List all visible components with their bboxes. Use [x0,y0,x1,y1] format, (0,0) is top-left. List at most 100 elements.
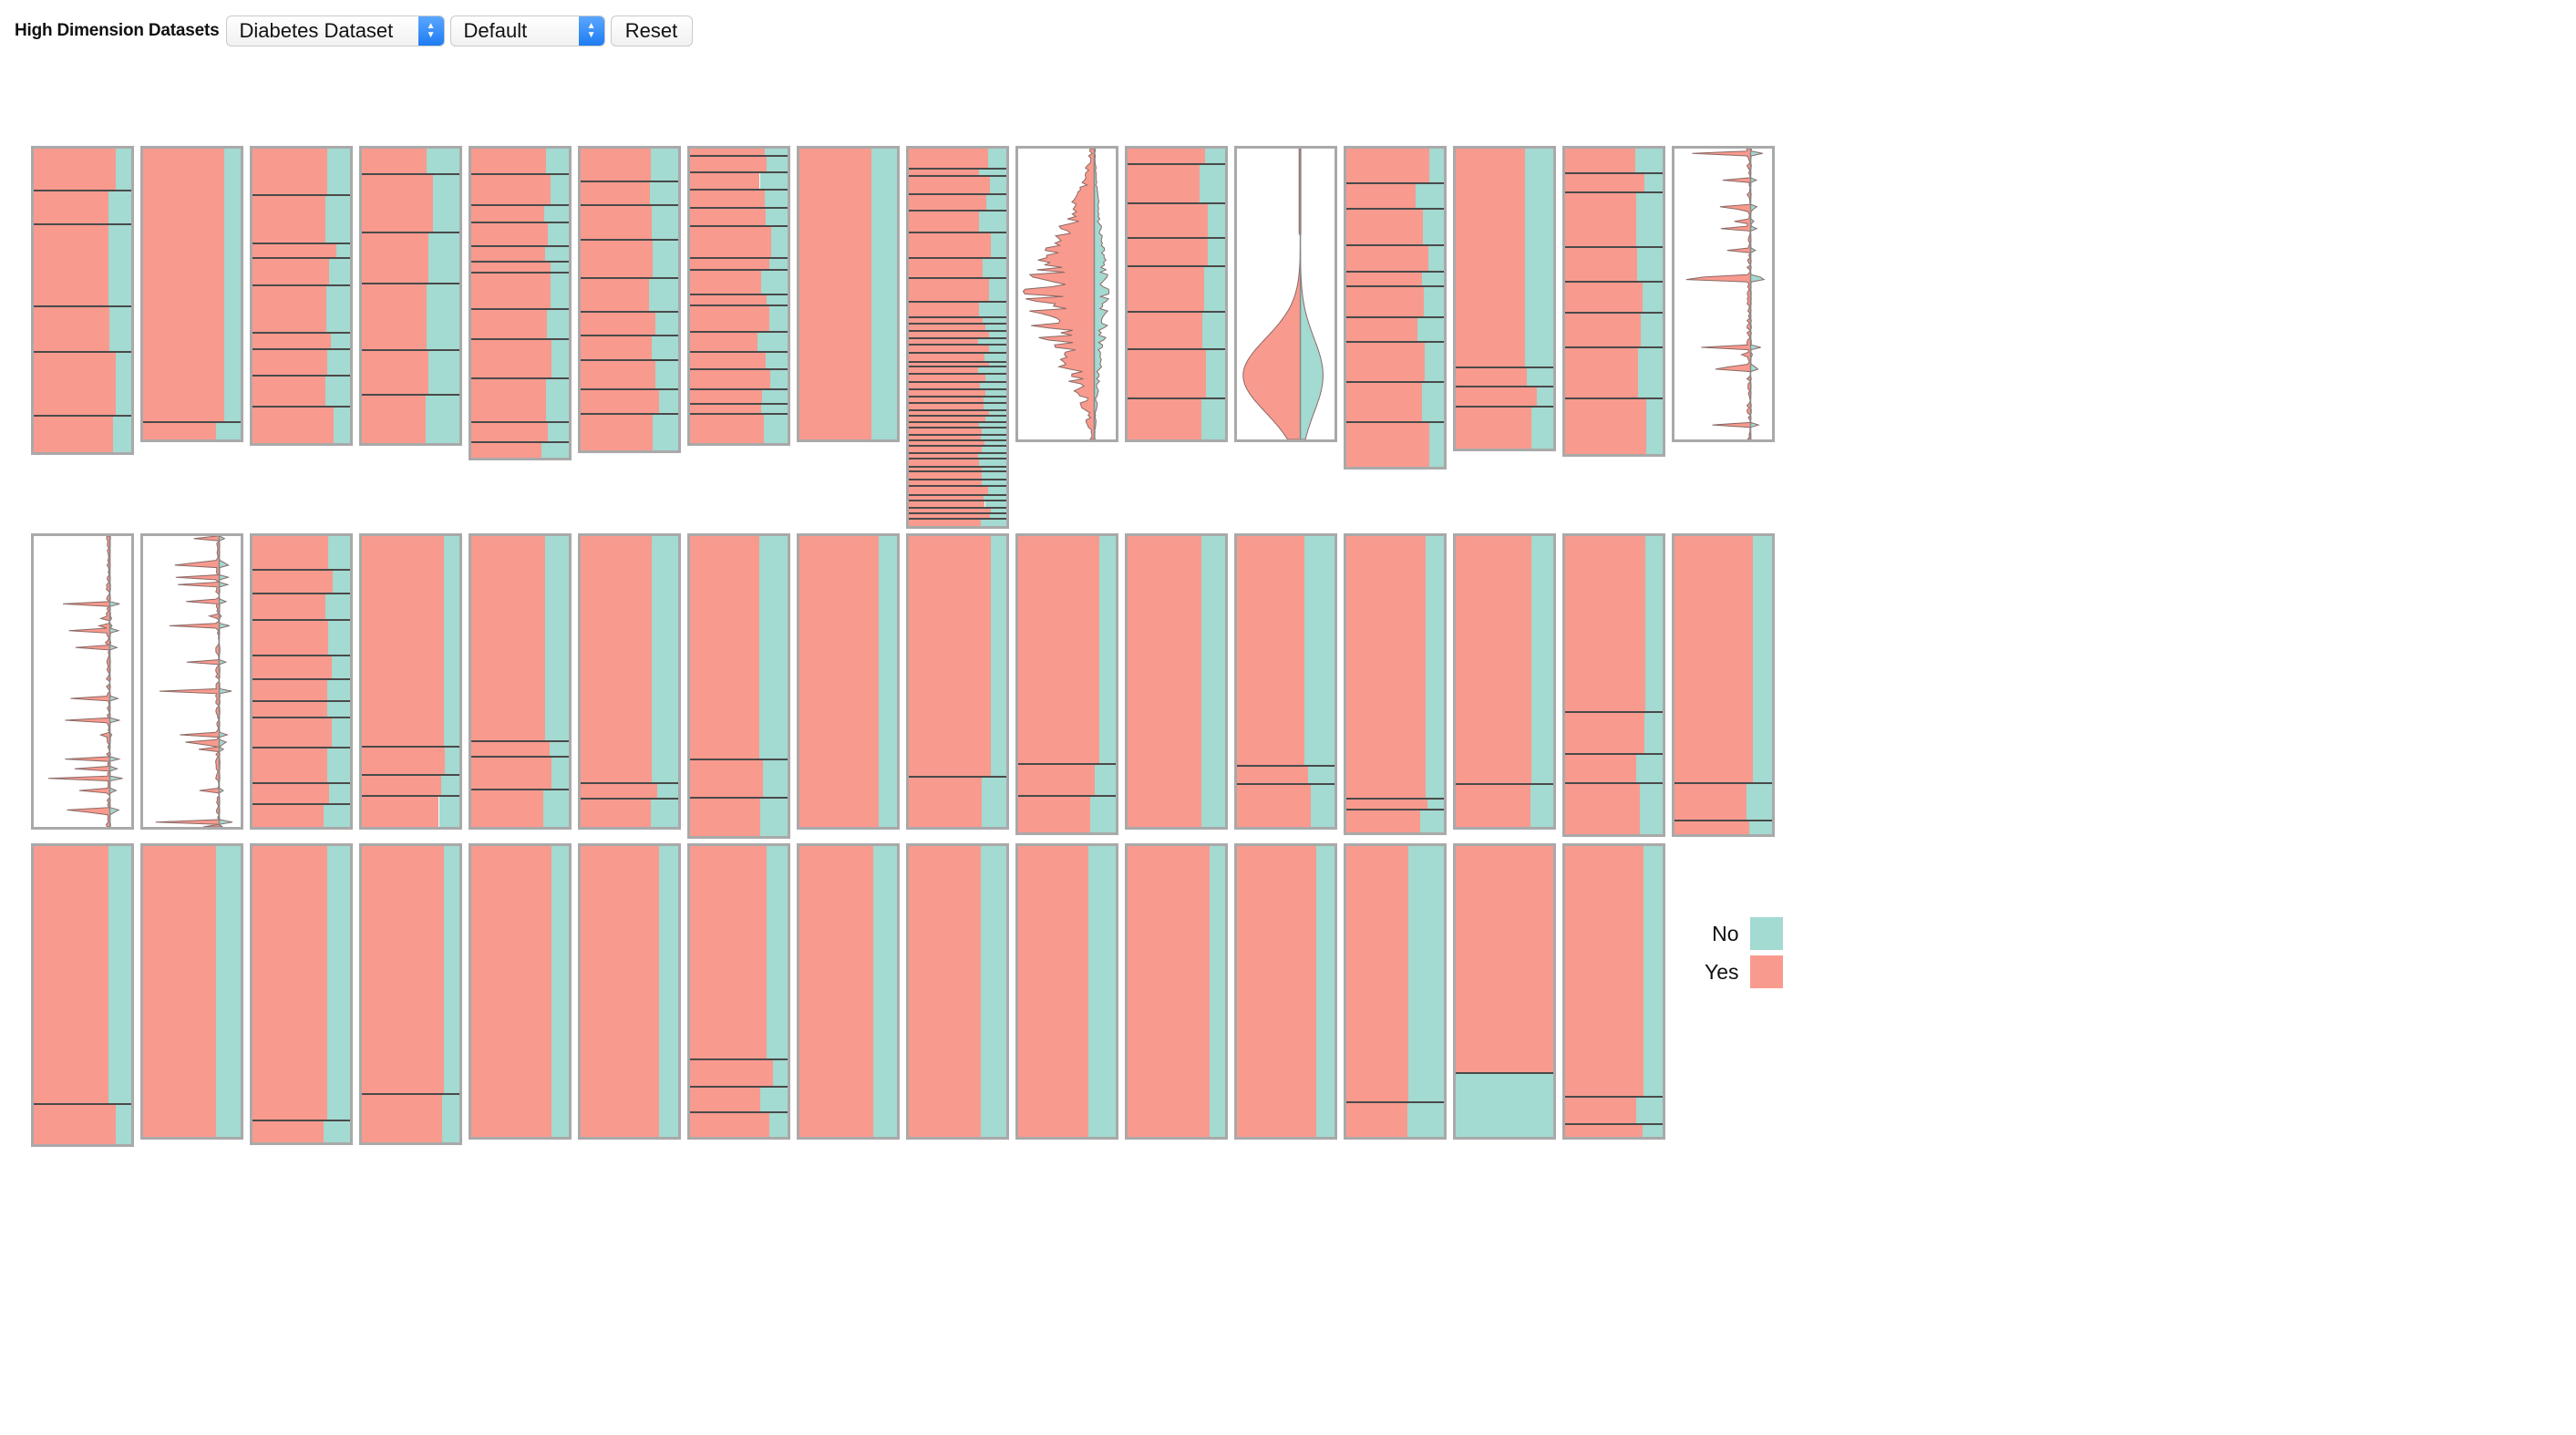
feature-plot-cell[interactable] [1234,533,1337,830]
bar-segment-yes [909,415,985,422]
feature-plot-cell[interactable] [1672,533,1775,837]
bar-segment-no [978,337,1006,346]
bar-segment-yes [34,352,117,417]
category-separator [909,420,1006,423]
feature-plot-cell[interactable] [359,533,462,830]
category-separator [252,194,350,197]
category-separator [909,408,1006,411]
order-select-stepper-icon[interactable]: ▲ ▼ [578,16,604,46]
feature-plot-cell[interactable] [359,146,462,446]
feature-plot-cell[interactable] [1125,533,1228,830]
feature-plot-cell[interactable] [31,146,134,455]
dataset-select[interactable]: Diabetes Dataset ▲ ▼ [225,15,445,46]
feature-plot-cell[interactable] [906,843,1009,1140]
bar-segment-yes [581,277,649,312]
bar-segment-no [1530,536,1553,785]
feature-plot-cell[interactable] [1562,843,1665,1140]
feature-plot-cell[interactable] [1125,843,1228,1140]
feature-plot-cell[interactable] [1015,146,1118,442]
bar-segment-yes [471,246,545,262]
category-separator [471,271,569,274]
bar-segment-no [879,536,897,827]
category-separator [909,387,1006,390]
feature-plot-cell[interactable] [359,843,462,1145]
category-separator [1128,397,1225,399]
bar-segment-no [654,312,678,336]
feature-plot-cell[interactable] [1344,843,1447,1140]
feature-plot-cell[interactable] [1015,533,1118,835]
feature-plot-cell[interactable] [1344,533,1447,835]
order-select[interactable]: Default ▲ ▼ [449,15,605,46]
feature-plot-cell[interactable] [1672,146,1775,442]
category-separator [471,245,569,248]
feature-plot-cell[interactable] [250,146,353,446]
feature-plot-cell[interactable] [797,146,900,442]
reset-button[interactable]: Reset [610,15,693,46]
category-separator [471,788,569,790]
feature-plot-cell[interactable] [1562,146,1665,457]
feature-plot-cell[interactable] [578,843,681,1140]
feature-plot-cell[interactable] [1344,146,1447,470]
feature-plot-cell[interactable] [31,843,134,1147]
bar-segment-yes [252,149,327,196]
bar-segment-yes [471,536,546,741]
bar-segment-yes [690,1112,770,1137]
bar-segment-no [428,349,459,396]
feature-plot-cell[interactable] [1234,843,1337,1140]
bar-segment-yes [1346,422,1429,467]
feature-plot-cell[interactable] [687,843,790,1140]
feature-plot-cell[interactable] [250,533,353,830]
category-separator [909,329,1006,332]
category-separator [1346,181,1444,184]
bar-segment-yes [1018,536,1100,765]
bar-segment-no [546,309,569,339]
bar-segment-no [1205,149,1225,165]
feature-plot-cell[interactable] [469,843,572,1140]
category-separator [471,739,569,742]
bar-segment-yes [1456,407,1532,449]
feature-plot-cell[interactable] [1453,146,1556,451]
bar-segment-yes [1346,536,1427,799]
bar-segment-no [985,388,1006,397]
bar-segment-yes [252,257,330,285]
feature-plot-cell[interactable] [1125,146,1228,442]
distribution-plot [1685,149,1766,439]
category-separator [909,301,1006,304]
dataset-select-stepper-icon[interactable]: ▲ ▼ [417,16,444,46]
feature-plot-cell[interactable] [1234,146,1337,442]
feature-plot-cell[interactable] [1562,533,1665,837]
bar-segment-no [1209,846,1225,1137]
feature-plot-cell[interactable] [140,533,243,830]
bar-segment-yes [909,479,983,487]
bar-segment-no [986,193,1006,211]
feature-plot-cell[interactable] [687,146,790,446]
feature-plot-cell[interactable] [1453,533,1556,830]
bar-segment-no [1636,753,1663,784]
feature-plot-cell[interactable] [469,533,572,830]
feature-plot-cell[interactable] [578,533,681,830]
category-separator [690,155,788,158]
bar-segment-yes [909,452,979,459]
category-separator [909,322,1006,325]
feature-plot-cell[interactable] [1015,843,1118,1140]
feature-plot-cell[interactable] [140,146,243,442]
bar-segment-no [1526,366,1553,387]
bar-segment-yes [252,243,337,258]
bar-segment-no [981,427,1006,436]
feature-plot-cell[interactable] [250,843,353,1145]
feature-plot-cell[interactable] [469,146,572,460]
bar-segment-yes [1674,536,1753,783]
bar-segment-yes [1565,753,1636,784]
feature-plot-cell[interactable] [797,843,900,1140]
feature-plot-cell[interactable] [140,843,243,1140]
feature-plot-cell[interactable] [1453,843,1556,1140]
feature-plot-cell[interactable] [687,533,790,839]
bar-segment-no [767,156,788,173]
feature-plot-cell[interactable] [31,533,134,830]
feature-plot-cell[interactable] [797,533,900,830]
bar-segment-no [1200,164,1225,204]
bar-segment-no [762,759,788,799]
feature-plot-cell[interactable] [906,146,1009,529]
feature-plot-cell[interactable] [578,146,681,453]
feature-plot-cell[interactable] [906,533,1009,830]
